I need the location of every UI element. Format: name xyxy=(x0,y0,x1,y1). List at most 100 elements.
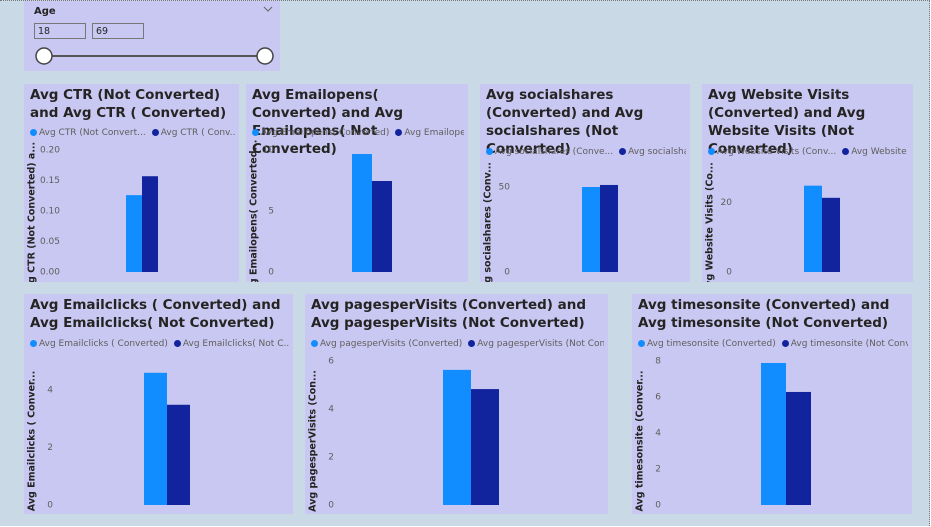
chart-panel: Avg pagesperVisits (Converted) and Avg p… xyxy=(305,294,608,514)
slider[interactable] xyxy=(24,1,280,71)
legend-marker xyxy=(173,340,181,347)
y-axis-title: Avg pagesperVisits (Con... xyxy=(308,370,319,512)
y-tick-label: 2 xyxy=(47,443,53,453)
legend-item: Avg timesonsite (Converted) xyxy=(638,339,776,349)
chart-panel: Avg timesonsite (Converted) and Avg time… xyxy=(632,294,912,514)
chart-panel: Avg Website Visits (Converted) and Avg W… xyxy=(702,84,913,282)
legend-marker xyxy=(395,129,403,136)
y-tick-label: 0.00 xyxy=(40,268,60,278)
legend-item: Avg CTR ( Conv... xyxy=(151,128,235,138)
chart-title: Avg Website Visits (Converted) and Avg W… xyxy=(708,87,866,157)
y-tick-label: 4 xyxy=(47,385,53,395)
chart-title: Avg timesonsite (Converted) and Avg time… xyxy=(638,297,890,331)
plot: 0 2 4 6 Avg pagesperVisits (Con... xyxy=(308,357,499,512)
y-tick-label: 0 xyxy=(47,501,53,511)
max-input[interactable]: 69 xyxy=(92,23,144,39)
legend-item: Avg pagesperVisits (Converted) xyxy=(311,339,462,349)
legend: Avg timesonsite (Converted) Avg timesonsi… xyxy=(638,339,908,349)
y-tick-label: 2 xyxy=(328,453,334,463)
legend-item: Avg timesonsite (Not Conv... xyxy=(781,339,908,349)
chevron[interactable] xyxy=(263,6,273,12)
chart-panel: Avg socialshares (Converted) and Avg soc… xyxy=(480,84,690,282)
bar xyxy=(822,197,840,272)
legend-item: Avg Emailopens( Converted) xyxy=(252,128,389,138)
chart-title: Avg socialshares (Converted) and Avg soc… xyxy=(486,87,644,157)
y-tick-label: 4 xyxy=(328,405,334,415)
legend-item: Avg Emailopens( N... xyxy=(395,128,464,138)
plot: 0 2 4 Avg Emailclicks ( Conver... xyxy=(27,371,190,511)
legend-label: Avg Emailopens( Converted) xyxy=(261,128,390,138)
y-axis-title: Avg Emailopens( Converted... xyxy=(249,140,260,282)
chart-panel: Avg CTR (Not Converted) and Avg CTR ( Co… xyxy=(24,84,239,282)
slicer-title: Age xyxy=(34,6,56,17)
chart-panel: Avg Emailopens( Converted) and Avg Email… xyxy=(246,84,468,282)
y-tick-label: 0 xyxy=(726,268,732,278)
legend-marker xyxy=(842,148,850,155)
bar xyxy=(471,389,499,505)
legend-marker xyxy=(781,340,789,347)
legend-label: Avg CTR ( Conv... xyxy=(160,128,235,138)
legend-item: Avg Website Visits (Conv... xyxy=(708,147,836,157)
legend-marker xyxy=(708,148,715,155)
y-axis-title: Avg Emailclicks ( Conver... xyxy=(27,371,38,511)
slider-handle-max[interactable] xyxy=(256,47,274,65)
y-tick-label: 0.15 xyxy=(40,176,60,186)
bar xyxy=(804,185,822,272)
y-tick-label: 2 xyxy=(655,465,661,475)
y-tick-label: 0 xyxy=(268,268,274,278)
bar xyxy=(142,176,158,272)
legend: Avg Emailclicks ( Converted) Avg Emailcli… xyxy=(30,339,289,349)
y-tick-label: 0.20 xyxy=(40,146,60,156)
legend: Avg pagesperVisits (Converted) Avg pagesp… xyxy=(311,339,604,349)
legend-label: Avg pagesperVisits (Not Conve... xyxy=(477,339,604,349)
y-tick-label: 50 xyxy=(499,183,511,193)
legend-marker xyxy=(468,340,476,347)
legend-label: Avg timesonsite (Converted) xyxy=(647,339,776,349)
y-tick-label: 0.05 xyxy=(40,237,60,247)
legend-marker xyxy=(619,148,627,155)
chart-title: Avg Emailopens( Converted) and Avg Email… xyxy=(252,87,404,157)
legend-item: Avg Website Visits (Not Conv... xyxy=(842,147,909,157)
y-axis-title: Avg timesonsite (Conver... xyxy=(635,371,646,512)
slider-handle-min[interactable] xyxy=(35,47,53,65)
legend-item: Avg socialshares (... xyxy=(619,147,686,157)
bar xyxy=(600,184,618,272)
legend-marker xyxy=(30,340,37,347)
y-tick-label: 20 xyxy=(721,198,733,208)
chart-title: Avg Emailclicks ( Converted) and Avg Ema… xyxy=(30,297,281,331)
legend-label: Avg timesonsite (Not Conv... xyxy=(790,339,908,349)
y-tick-label: 0.10 xyxy=(40,207,60,217)
bar xyxy=(167,404,190,505)
legend-label: Avg pagesperVisits (Converted) xyxy=(320,339,463,349)
legend-label: Avg socialshares (Conve... xyxy=(495,147,614,157)
y-tick-label: 4 xyxy=(655,429,661,439)
legend-marker xyxy=(252,129,259,136)
legend: Avg Emailopens( Converted) Avg Emailopens… xyxy=(252,128,464,138)
legend-label: Avg Emailclicks ( Converted) xyxy=(39,339,168,349)
y-tick-label: 6 xyxy=(328,357,334,367)
legend-marker xyxy=(311,340,318,347)
y-tick-label: 10 xyxy=(263,146,275,156)
bar xyxy=(352,154,372,272)
plot: 0 2 4 6 8 Avg timesonsite (Conver... xyxy=(635,357,811,512)
chart-title: Avg pagesperVisits (Converted) and Avg p… xyxy=(311,297,587,331)
bar xyxy=(144,372,167,505)
legend-item: Avg CTR (Not Convert... xyxy=(30,128,146,138)
chart-panel: Avg Emailclicks ( Converted) and Avg Ema… xyxy=(24,294,293,514)
chart-title: Avg CTR (Not Converted) and Avg CTR ( Co… xyxy=(30,87,227,121)
age-slicer[interactable]: Age 18 69 xyxy=(24,1,280,71)
y-tick-label: 8 xyxy=(655,357,661,367)
min-input[interactable]: 18 xyxy=(34,23,86,39)
y-tick-label: 0 xyxy=(655,501,661,511)
legend-marker xyxy=(486,148,493,155)
y-axis-title: Avg socialshares (Conv... xyxy=(483,162,494,282)
bar xyxy=(372,180,392,272)
legend: Avg socialshares (Conve... Avg socialshar… xyxy=(486,147,686,157)
legend-item: Avg socialshares (Conve... xyxy=(486,147,613,157)
legend-label: Avg Website Visits (Not Conv... xyxy=(851,147,909,157)
legend: Avg Website Visits (Conv... Avg Website V… xyxy=(708,147,909,157)
bar xyxy=(786,391,811,505)
legend-label: Avg Website Visits (Conv... xyxy=(717,147,837,157)
